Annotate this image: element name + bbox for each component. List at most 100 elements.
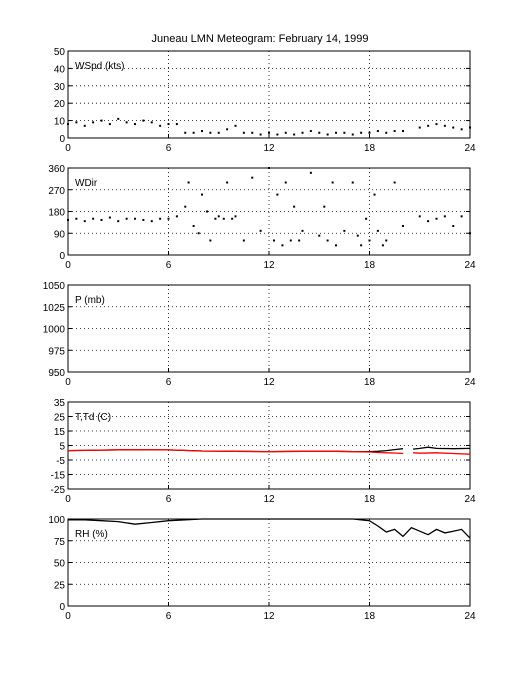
panel-3-xtick-label: 6 bbox=[166, 494, 172, 505]
panel-1-point bbox=[293, 205, 296, 208]
panel-2-xtick-label: 12 bbox=[263, 377, 275, 388]
panel-1-point bbox=[368, 239, 371, 242]
panel-0-point bbox=[83, 124, 86, 127]
panel-1-point bbox=[92, 217, 95, 220]
panel-1-point bbox=[83, 220, 86, 223]
panel-1-point bbox=[222, 217, 225, 220]
panel-0-point bbox=[284, 131, 287, 134]
panel-1-point bbox=[323, 205, 326, 208]
panel-0-point bbox=[217, 131, 220, 134]
panel-3-series-1-line bbox=[67, 448, 471, 455]
panel-0-xtick-label: 24 bbox=[464, 143, 476, 154]
panel-0-point bbox=[184, 131, 187, 134]
panel-1-point bbox=[276, 193, 279, 196]
panel-2-ytick-label: 950 bbox=[48, 368, 65, 379]
panel-0-point bbox=[460, 128, 463, 131]
panel-0-point bbox=[368, 131, 371, 134]
panel-0-point bbox=[234, 124, 237, 127]
panel-1-point bbox=[159, 217, 162, 220]
panel-4-xtick-label: 18 bbox=[364, 611, 376, 622]
panel-1-point bbox=[206, 210, 209, 213]
panel-3-ytick-label: 5 bbox=[59, 442, 65, 453]
panel-1-point bbox=[402, 225, 404, 227]
panel-1-point bbox=[108, 216, 111, 219]
panel-0-point bbox=[134, 123, 136, 126]
panel-3-ytick-label: -15 bbox=[51, 471, 66, 482]
panel-0-point bbox=[452, 126, 455, 129]
panel-1-point bbox=[234, 215, 237, 218]
panel-4-ytick-label: 0 bbox=[59, 602, 65, 613]
panel-0-point bbox=[108, 123, 111, 126]
panel-1-point bbox=[217, 215, 220, 218]
panel-0-point bbox=[309, 130, 312, 133]
panel-1-ytick-label: 0 bbox=[59, 251, 65, 262]
panel-1-point bbox=[460, 215, 463, 218]
panel-0-point bbox=[318, 131, 321, 134]
panel-1-ytick-label: 360 bbox=[48, 164, 65, 175]
panel-0-ytick-label: 50 bbox=[54, 47, 66, 58]
panel-0-ytick-label: 40 bbox=[54, 64, 66, 75]
panel-3-label: T,Td (C) bbox=[75, 412, 111, 423]
panel-0-label: WSpd (kts) bbox=[75, 61, 124, 72]
panel-1-point bbox=[381, 244, 384, 247]
panel-4-ytick-label: 50 bbox=[54, 559, 66, 570]
panel-1-point bbox=[192, 225, 195, 227]
panel-1-point bbox=[298, 239, 301, 242]
panel-1-point bbox=[309, 171, 312, 174]
panel-1-point bbox=[242, 239, 245, 242]
panel-1-point bbox=[443, 215, 446, 218]
panel-1-point bbox=[427, 220, 430, 223]
panel-1-point bbox=[187, 181, 190, 184]
panel-0-point bbox=[67, 123, 69, 126]
panel-1-point bbox=[150, 220, 153, 223]
panel-1-ytick-label: 270 bbox=[48, 186, 65, 197]
panel-0-point bbox=[351, 133, 354, 136]
panel-1-point bbox=[231, 217, 234, 220]
panel-0-point bbox=[75, 121, 78, 124]
panel-2-xtick-label: 18 bbox=[364, 377, 376, 388]
chart-title: Juneau LMN Meteogram: February 14, 1999 bbox=[151, 33, 369, 45]
panel-0-point bbox=[167, 123, 170, 126]
panel-4-xtick-label: 24 bbox=[464, 611, 476, 622]
panel-1-point bbox=[184, 205, 187, 208]
panel-0-point bbox=[469, 126, 471, 129]
panel-0-ytick-label: 10 bbox=[54, 117, 66, 128]
panel-1-point bbox=[197, 232, 200, 235]
panel-0-point bbox=[175, 123, 178, 126]
panel-0-point bbox=[427, 124, 430, 127]
panel-1-point bbox=[75, 217, 78, 220]
panel-1-xtick-label: 24 bbox=[464, 260, 476, 271]
panel-1-point bbox=[393, 181, 396, 184]
panel-0-point bbox=[360, 131, 363, 134]
panel-1-point bbox=[351, 181, 354, 184]
panel-3-xtick-label: 18 bbox=[364, 494, 376, 505]
panel-4-xtick-label: 12 bbox=[263, 611, 275, 622]
panel-0-point bbox=[343, 131, 346, 134]
panel-2-ytick-label: 1025 bbox=[43, 303, 66, 314]
panel-3-xtick-label: 0 bbox=[65, 494, 71, 505]
panel-1-point bbox=[142, 218, 145, 221]
panel-1-xtick-label: 6 bbox=[166, 260, 172, 271]
panel-1-point bbox=[343, 229, 346, 232]
panel-4-xtick-label: 6 bbox=[166, 611, 172, 622]
panel-1-point bbox=[268, 167, 270, 169]
panel-1-point bbox=[326, 239, 329, 242]
panel-1-point bbox=[117, 220, 120, 223]
panel-0-xtick-label: 12 bbox=[263, 143, 275, 154]
panel-1-point bbox=[435, 217, 438, 220]
panel-4-series-0-line bbox=[68, 518, 471, 539]
panel-0-point bbox=[201, 130, 203, 133]
panel-0-point bbox=[393, 130, 396, 133]
panel-0-point bbox=[376, 130, 379, 133]
panel-0-xtick-label: 18 bbox=[364, 143, 376, 154]
panel-1-point bbox=[67, 218, 69, 221]
panel-2-ytick-label: 975 bbox=[48, 346, 65, 357]
panel-1-xtick-label: 12 bbox=[263, 260, 275, 271]
panel-1-point bbox=[259, 229, 262, 232]
panel-2-xtick-label: 6 bbox=[166, 377, 172, 388]
panel-1-point bbox=[175, 215, 178, 218]
panel-0-point bbox=[117, 117, 120, 120]
panel-1-xtick-label: 18 bbox=[364, 260, 376, 271]
panel-0-point bbox=[335, 131, 337, 134]
panel-1-point bbox=[226, 181, 229, 184]
